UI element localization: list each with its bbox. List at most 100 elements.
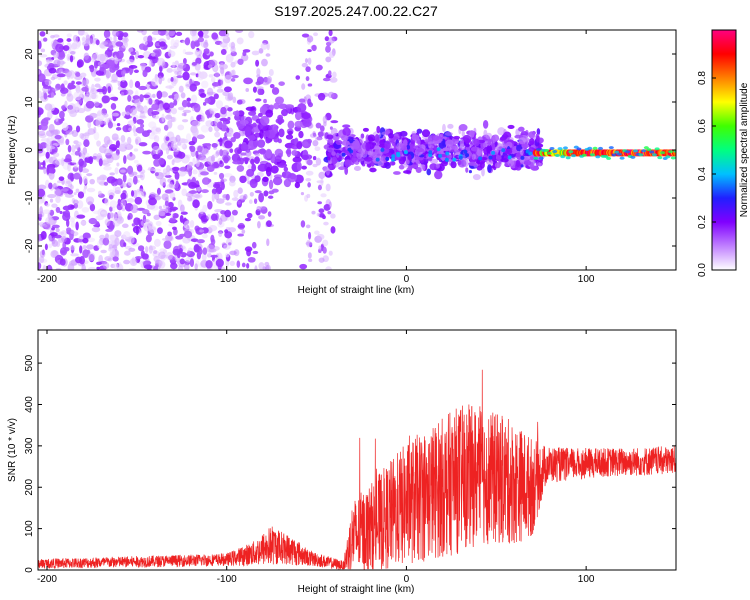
spectrogram-blob — [72, 103, 82, 111]
spectrogram-blob — [74, 256, 83, 264]
spectrogram-blob — [214, 131, 221, 138]
snr-frame — [37, 329, 677, 571]
spectrogram-blob — [305, 178, 312, 182]
spectrogram-blob — [319, 125, 325, 132]
spectrogram-blob — [328, 30, 333, 37]
colorbar-ticks: 0.0 0.2 0.4 0.6 0.8 — [697, 71, 716, 277]
spectrogram-blob — [312, 140, 319, 147]
spectrogram-blob — [385, 156, 390, 161]
spectrogram-blob — [219, 35, 228, 40]
spectrogram-blob — [177, 124, 185, 131]
spectrogram-blob — [472, 174, 481, 181]
spectrogram-blob — [305, 66, 311, 73]
spectrogram-blob — [538, 156, 544, 160]
spectrogram-blob — [147, 55, 157, 60]
spectrogram-blob — [457, 159, 462, 166]
spectrogram-blob — [251, 163, 257, 172]
spectrogram-blob — [57, 38, 64, 43]
spectrogram-blob — [201, 233, 208, 239]
spectrogram-blob — [562, 146, 568, 150]
spectrogram-blob — [230, 78, 236, 82]
spectrogram-blob — [385, 129, 390, 136]
spectrogram-blob — [211, 32, 219, 40]
spectrogram-blob — [306, 35, 314, 43]
spectrogram-blob — [73, 163, 78, 169]
spectrogram-blob — [246, 168, 255, 177]
spectrogram-blob — [190, 40, 196, 50]
spectrogram-blob — [210, 234, 215, 243]
spectrogram-blob — [520, 164, 524, 168]
spectrogram-blob — [406, 159, 410, 165]
spectrogram-blob — [140, 250, 145, 258]
spectrogram-blob — [342, 124, 351, 128]
spectrogram-blob — [128, 127, 133, 132]
spectrogram-blob — [104, 218, 111, 227]
spectrogram-blob — [254, 156, 260, 165]
spectrogram-blob — [182, 58, 187, 65]
spectrogram-blob — [305, 170, 314, 176]
spectrogram-blob — [268, 68, 274, 77]
spectrogram-blob — [189, 30, 197, 37]
spectrogram-blob — [258, 215, 266, 220]
spectrogram-blob — [328, 37, 335, 44]
spectrogram-blob — [127, 215, 131, 220]
spectrogram-blob — [75, 84, 81, 94]
spectrogram-blob — [93, 126, 97, 134]
spectrogram-blob — [225, 202, 232, 206]
spectrogram-blob — [247, 135, 256, 141]
spectrogram-blob — [301, 33, 310, 38]
spectrogram-blob — [38, 256, 45, 264]
spectrogram-blob — [335, 139, 343, 146]
snr-series-line — [38, 369, 676, 570]
spectrogram-blob — [161, 237, 171, 242]
spectrogram-blob — [329, 77, 338, 83]
spectrogram-blob — [273, 102, 280, 110]
spectrogram-blob — [225, 238, 233, 247]
spectrogram-blob — [478, 156, 483, 161]
spectrogram-blob — [168, 181, 174, 188]
spectrogram-blob — [116, 178, 123, 186]
spectrogram-blob — [465, 167, 469, 173]
spectrogram-blob — [85, 152, 90, 158]
spectrogram-blob — [224, 229, 229, 234]
spectrogram-blob — [43, 92, 48, 100]
spectrogram-blob — [369, 151, 377, 158]
spectrogram-blob — [287, 120, 295, 130]
spectrogram-blob — [595, 155, 601, 159]
spectrogram-blob — [375, 157, 380, 162]
spectrogram-blob — [657, 156, 663, 160]
spectrogram-blob — [133, 69, 139, 73]
spectrogram-blob — [174, 171, 180, 181]
spectrogram-blob — [133, 132, 138, 137]
spectrogram-blob — [252, 122, 257, 128]
spectrogram-blob — [257, 88, 263, 96]
spectrogram-blob — [633, 149, 639, 153]
spectrogram-blob — [108, 212, 114, 219]
spectrogram-blob — [225, 193, 230, 201]
spectrogram-blob — [122, 125, 130, 133]
spectrogram-blob — [176, 151, 186, 160]
spectrogram-blob — [199, 248, 203, 255]
spectrogram-blob — [256, 76, 264, 85]
spectrogram-blob — [105, 69, 112, 79]
spectrogram-blob — [278, 128, 285, 138]
spectrogram-blob — [244, 126, 252, 136]
spectrogram-blob — [139, 94, 144, 103]
spectrogram-blob — [151, 77, 159, 87]
spectrogram-blob — [281, 108, 289, 117]
spectrogram-blob — [277, 163, 288, 168]
spectrogram-blob — [247, 256, 256, 263]
spectrogram-blob — [266, 220, 272, 228]
spectrogram-blob — [200, 171, 209, 176]
spectrogram-blob — [51, 203, 58, 208]
spectrogram-blob — [179, 258, 185, 265]
spectrogram-blob — [191, 120, 201, 127]
spectrogram-blob — [301, 154, 310, 161]
spectrogram-blob — [436, 147, 441, 152]
spectrogram-blob — [112, 217, 121, 227]
spectrogram-blob — [494, 162, 501, 169]
spectrogram-blob — [347, 147, 352, 152]
spectrogram-blob — [326, 134, 334, 140]
spectrogram-blob — [233, 189, 239, 198]
spectrogram-blob — [242, 51, 247, 57]
